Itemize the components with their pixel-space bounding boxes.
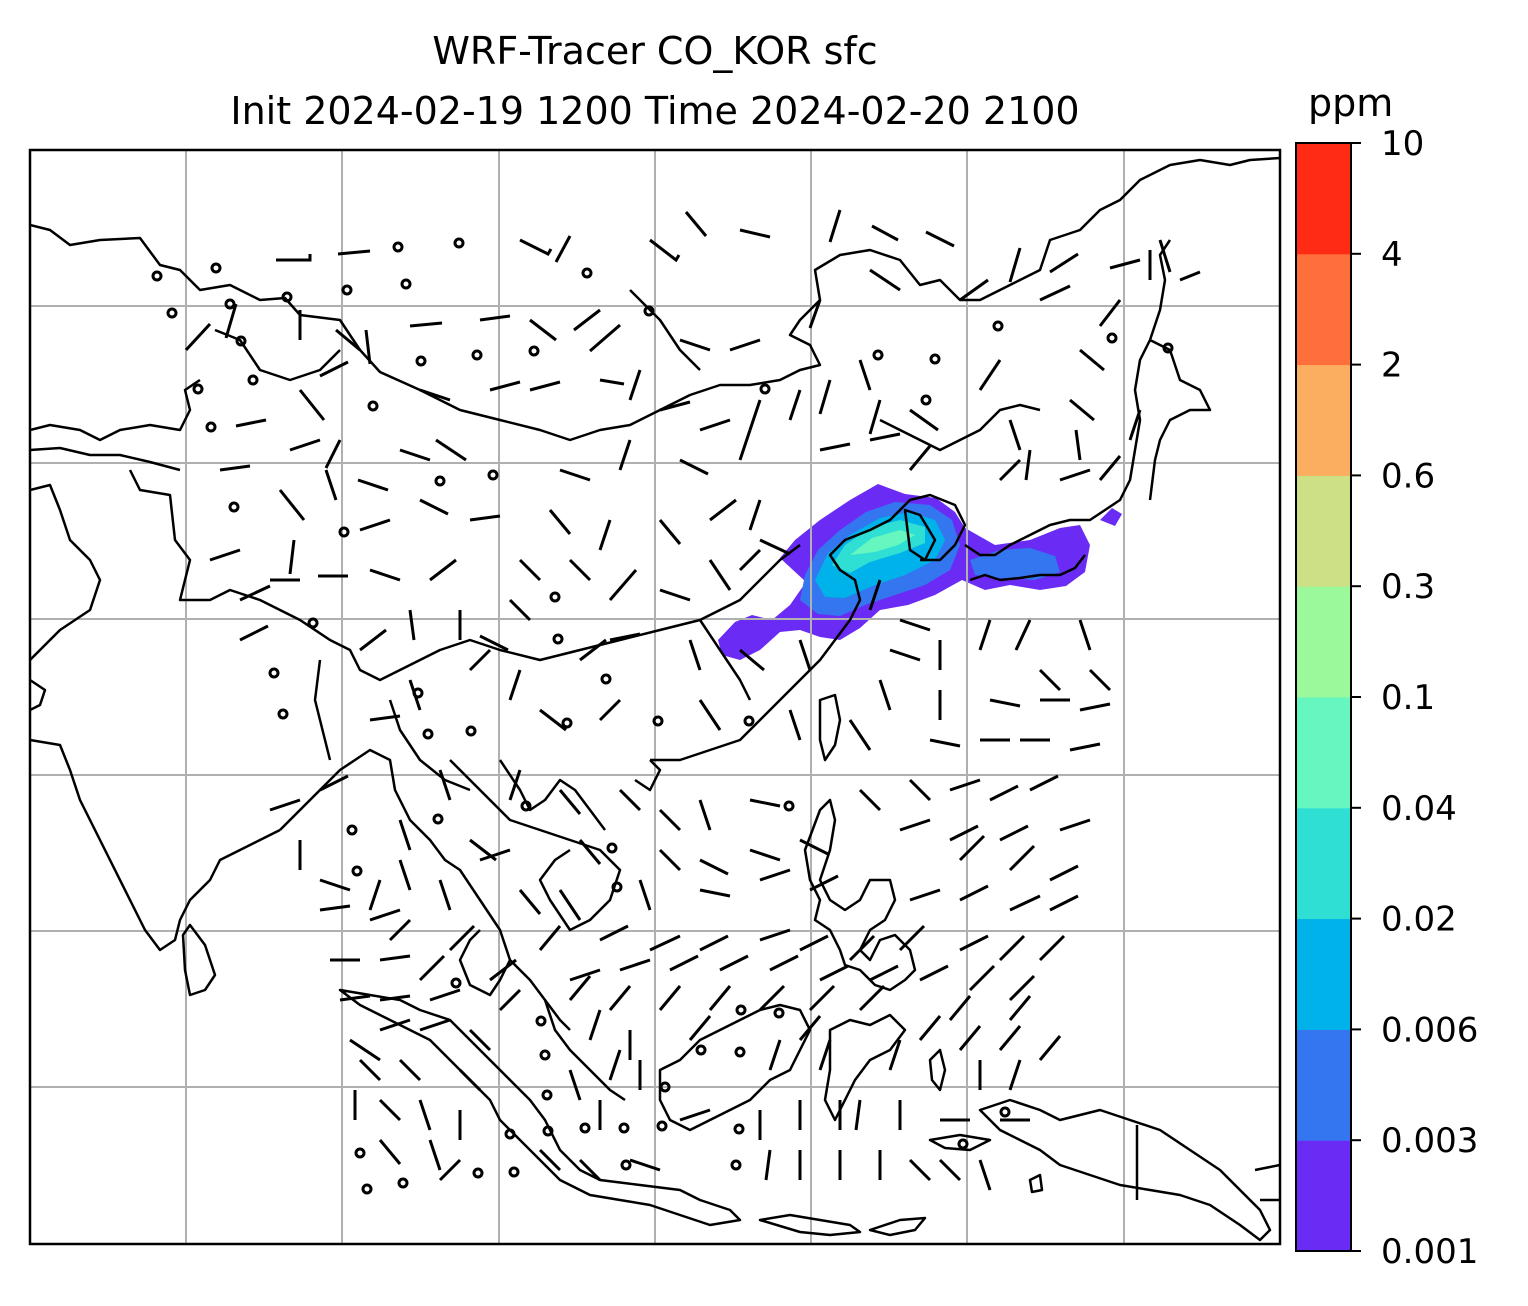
wind-barbs xyxy=(184,209,1201,1191)
map-gridlines xyxy=(30,150,1280,1244)
colorbar-tick-label: 10 xyxy=(1381,124,1424,164)
colorbar-segment xyxy=(1296,1029,1351,1141)
calm-wind-markers xyxy=(151,237,1174,1195)
map-frame xyxy=(28,148,1282,1246)
colorbar-segment xyxy=(1296,1140,1351,1252)
map-area xyxy=(30,150,1280,1244)
colorbar-tick-label: 0.04 xyxy=(1381,789,1457,829)
colorbar-segment xyxy=(1296,143,1351,255)
colorbar-tick-label: 0.1 xyxy=(1381,678,1435,718)
colorbar-tick-label: 0.3 xyxy=(1381,567,1435,607)
colorbar-tick-label: 0.001 xyxy=(1381,1232,1478,1272)
colorbar: 0.001 0.003 0.006 0.02 0.04 0.1 0.3 0.6 2 4 10 xyxy=(1295,124,1478,1272)
map-subtitle: Init 2024-02-19 1200 Time 2024-02-20 210… xyxy=(230,89,1080,133)
colorbar-segments xyxy=(1296,143,1351,1252)
colorbar-tick-label: 0.02 xyxy=(1381,900,1457,940)
colorbar-tick-label: 0.003 xyxy=(1381,1121,1478,1161)
colorbar-segment xyxy=(1296,586,1351,698)
colorbar-ticks: 0.001 0.003 0.006 0.02 0.04 0.1 0.3 0.6 2 4 10 xyxy=(1351,124,1478,1272)
colorbar-tick-label: 2 xyxy=(1381,346,1403,386)
colorbar-segment xyxy=(1296,807,1351,920)
map-title: WRF-Tracer CO_KOR sfc xyxy=(432,29,878,73)
colorbar-tick-label: 0.006 xyxy=(1381,1010,1478,1050)
colorbar-segment xyxy=(1296,364,1351,476)
colorbar-segment xyxy=(1296,253,1351,366)
coastlines xyxy=(30,156,1280,1242)
colorbar-segment xyxy=(1296,918,1351,1030)
colorbar-unit-label: ppm xyxy=(1308,81,1394,125)
colorbar-segment xyxy=(1296,475,1351,587)
colorbar-segment xyxy=(1296,697,1351,809)
tracer-plume xyxy=(718,484,1122,660)
colorbar-tick-label: 4 xyxy=(1381,235,1403,275)
colorbar-tick-label: 0.6 xyxy=(1381,456,1435,496)
